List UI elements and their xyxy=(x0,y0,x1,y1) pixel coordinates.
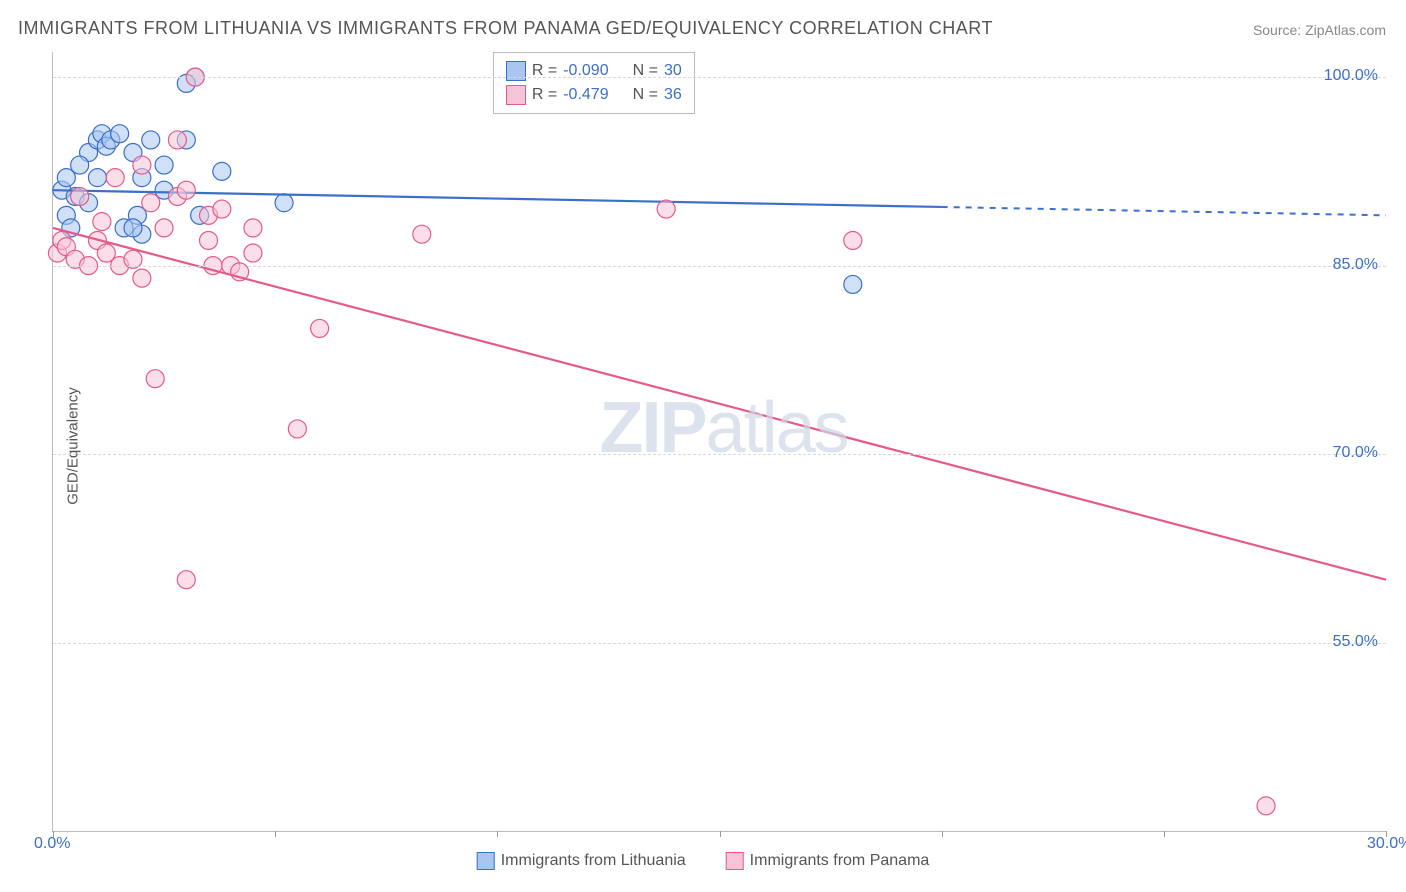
data-point xyxy=(111,125,129,143)
legend-row: R =-0.090 N =30 xyxy=(506,59,682,83)
data-point xyxy=(124,219,142,237)
data-point xyxy=(71,156,89,174)
data-point xyxy=(142,194,160,212)
chart-title: IMMIGRANTS FROM LITHUANIA VS IMMIGRANTS … xyxy=(18,18,993,39)
legend-n-value: 36 xyxy=(664,83,682,107)
data-point xyxy=(844,275,862,293)
legend-series-name: Immigrants from Panama xyxy=(750,852,930,869)
x-tick xyxy=(275,831,276,837)
data-point xyxy=(311,319,329,337)
x-tick-label: 0.0% xyxy=(34,835,70,853)
legend-n-value: 30 xyxy=(664,59,682,83)
data-point xyxy=(146,370,164,388)
correlation-legend: R =-0.090 N =30 R =-0.479 N =36 xyxy=(493,52,695,114)
legend-n-label: N = xyxy=(633,59,658,83)
data-point xyxy=(844,231,862,249)
data-point xyxy=(155,156,173,174)
gridline-h xyxy=(53,77,1386,78)
data-point xyxy=(244,219,262,237)
data-point xyxy=(288,420,306,438)
legend-swatch xyxy=(506,85,526,105)
data-point xyxy=(213,200,231,218)
data-point xyxy=(213,162,231,180)
legend-r-value: -0.479 xyxy=(563,83,608,107)
data-point xyxy=(106,169,124,187)
data-point xyxy=(155,219,173,237)
data-point xyxy=(177,181,195,199)
y-tick-label: 100.0% xyxy=(1324,67,1378,85)
x-tick-label: 30.0% xyxy=(1367,835,1406,853)
trend-line xyxy=(53,228,1386,580)
legend-item: Immigrants from Lithuania xyxy=(477,852,686,870)
x-tick xyxy=(720,831,721,837)
data-point xyxy=(244,244,262,262)
x-tick xyxy=(1164,831,1165,837)
gridline-h xyxy=(53,266,1386,267)
data-point xyxy=(657,200,675,218)
source-label: Source: ZipAtlas.com xyxy=(1253,22,1386,38)
series-legend: Immigrants from Lithuania Immigrants from… xyxy=(477,852,930,870)
data-point xyxy=(177,571,195,589)
legend-swatch xyxy=(477,852,495,870)
gridline-h xyxy=(53,643,1386,644)
data-point xyxy=(1257,797,1275,815)
legend-item: Immigrants from Panama xyxy=(726,852,930,870)
chart-plot-area: ZIPatlas R =-0.090N =30R =-0.479N =36 xyxy=(52,52,1386,832)
x-tick xyxy=(497,831,498,837)
y-tick-label: 70.0% xyxy=(1333,444,1378,462)
legend-n-label: N = xyxy=(633,83,658,107)
data-point xyxy=(200,231,218,249)
data-point xyxy=(71,187,89,205)
data-point xyxy=(133,156,151,174)
legend-swatch xyxy=(726,852,744,870)
legend-r-value: -0.090 xyxy=(563,59,608,83)
legend-r-label: R = xyxy=(532,59,557,83)
data-point xyxy=(133,269,151,287)
scatter-svg xyxy=(53,52,1386,831)
data-point xyxy=(413,225,431,243)
y-tick-label: 55.0% xyxy=(1333,633,1378,651)
data-point xyxy=(168,131,186,149)
y-tick-label: 85.0% xyxy=(1333,256,1378,274)
legend-series-name: Immigrants from Lithuania xyxy=(501,852,686,869)
data-point xyxy=(88,169,106,187)
x-tick xyxy=(942,831,943,837)
data-point xyxy=(275,194,293,212)
trend-line-extrapolated xyxy=(942,207,1386,215)
gridline-h xyxy=(53,454,1386,455)
legend-r-label: R = xyxy=(532,83,557,107)
legend-row: R =-0.479 N =36 xyxy=(506,83,682,107)
data-point xyxy=(93,213,111,231)
data-point xyxy=(142,131,160,149)
